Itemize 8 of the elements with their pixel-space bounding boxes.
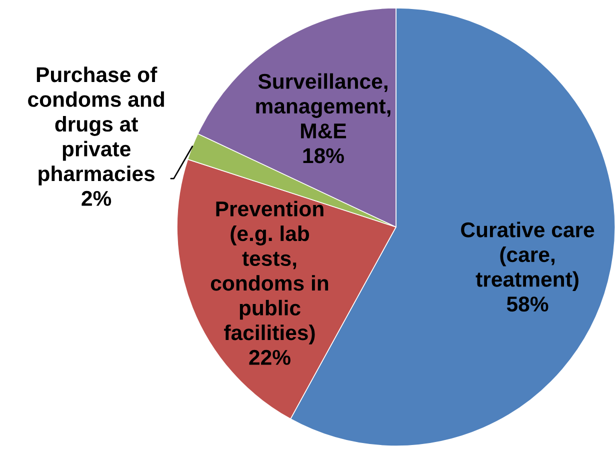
- slice-label: Prevention (e.g. lab tests, condoms in public facilities): [210, 200, 328, 344]
- data-label: 2%: [82, 190, 112, 206]
- data-label: 58%: [506, 296, 548, 312]
- slice-label: Surveillance, management, M&E: [256, 73, 390, 138]
- data-label: 22%: [249, 350, 290, 365]
- slice-label: Purchase of condoms and drugs at private pharmacies: [28, 66, 164, 186]
- slice-label: Curative care (care, treatment): [461, 222, 594, 292]
- data-label: 18%: [303, 148, 344, 164]
